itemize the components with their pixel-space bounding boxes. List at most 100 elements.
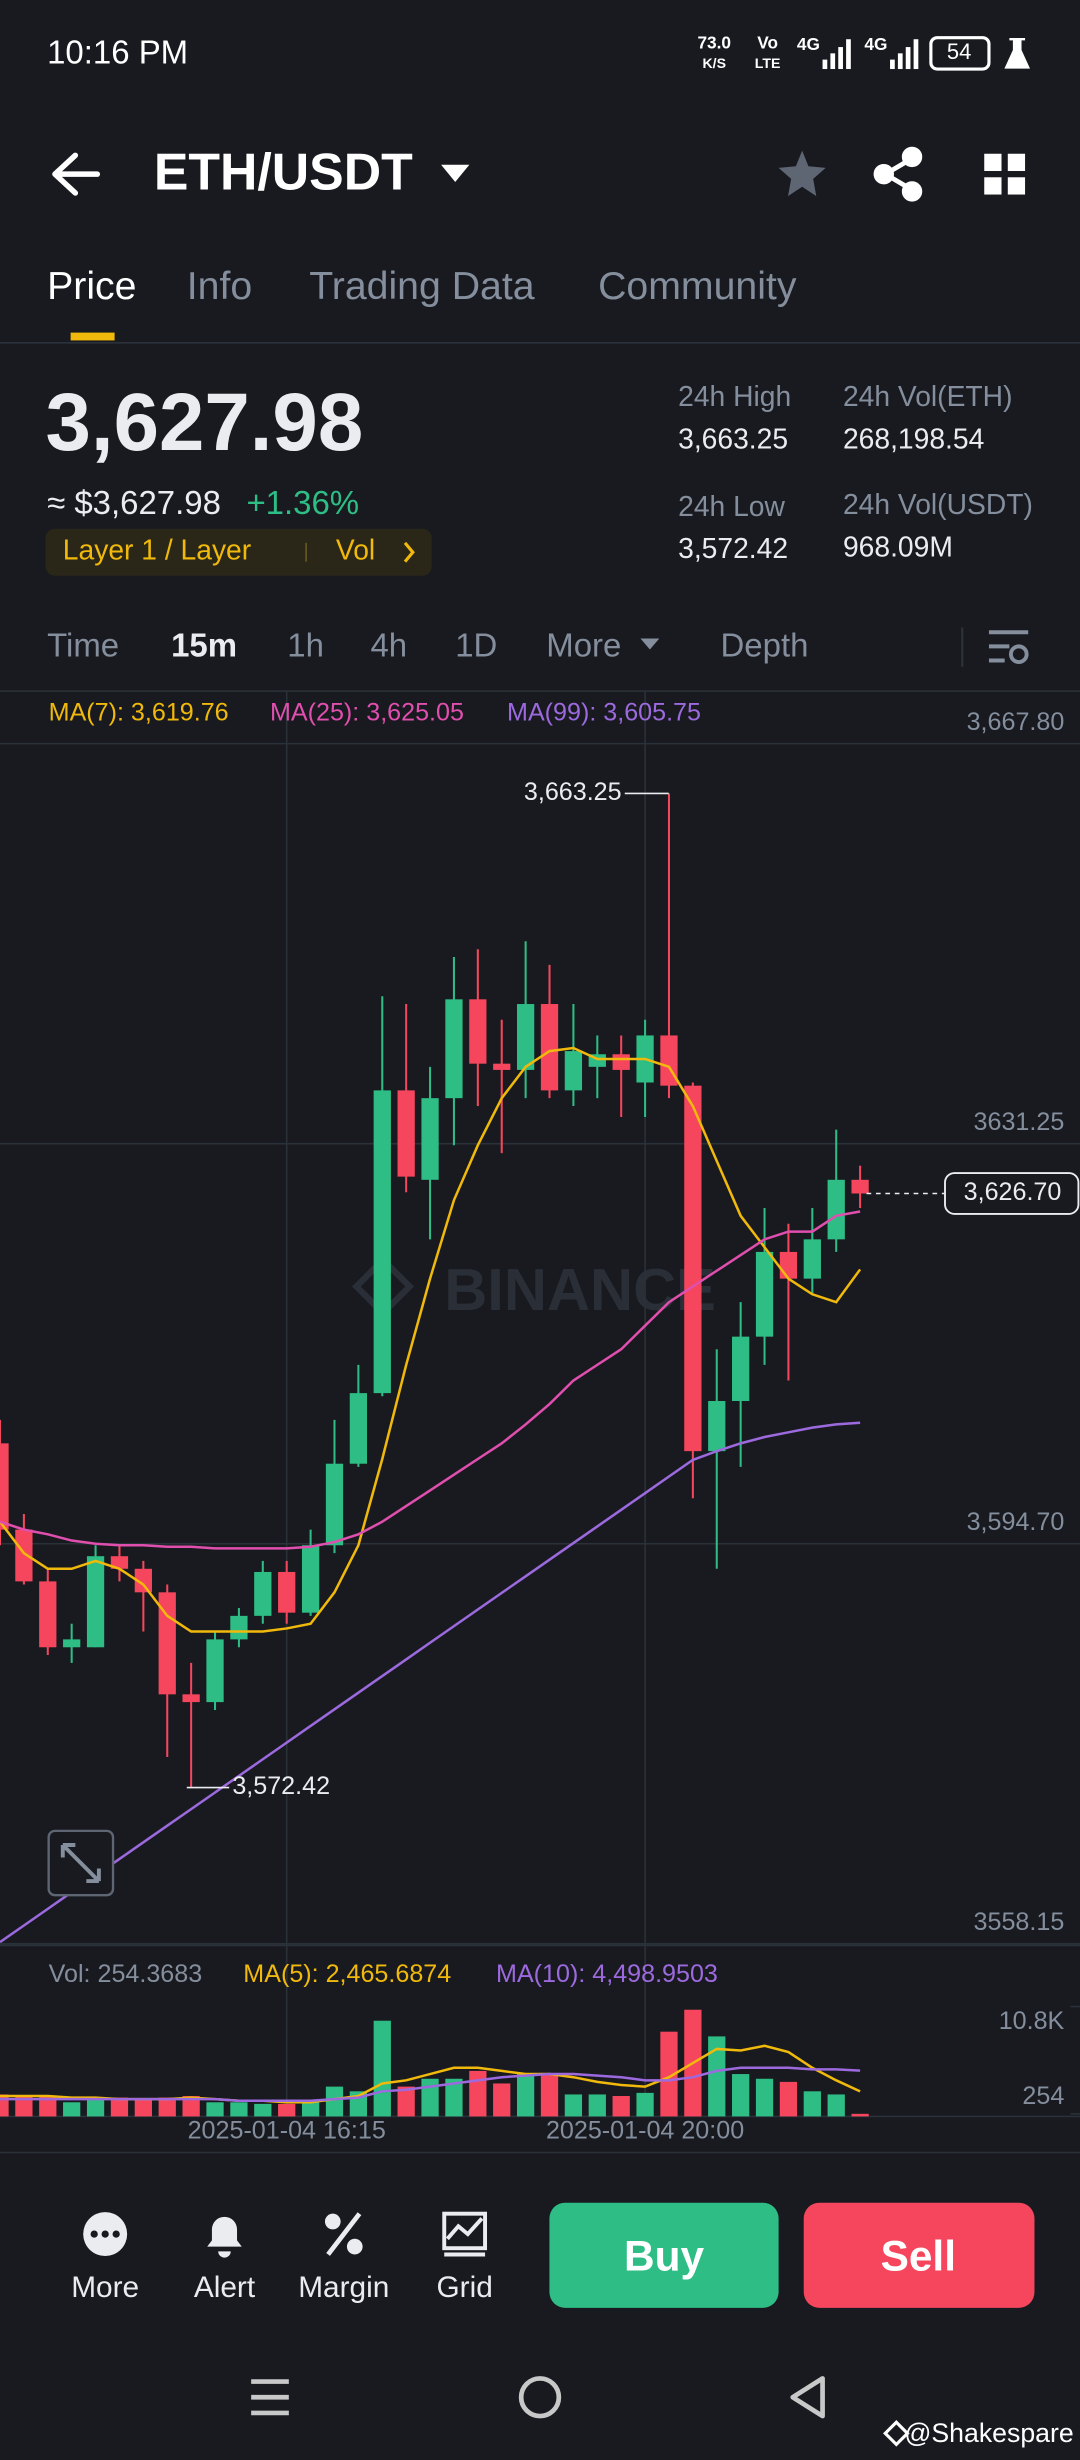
sell-button[interactable]	[803, 2202, 1035, 2308]
legend-entry: MA(10): 4,498.9503	[496, 1960, 718, 1988]
candle-body	[684, 1085, 702, 1452]
ma-line	[0, 1421, 861, 1944]
interval[interactable]: 15m	[171, 627, 237, 664]
interval[interactable]: 1h	[287, 627, 324, 664]
volume-bar	[325, 2086, 344, 2117]
candle-body	[278, 1571, 296, 1613]
candle-body	[0, 1443, 9, 1530]
volume-bar	[421, 2078, 439, 2117]
chart-settings-button[interactable]	[988, 630, 1029, 665]
volume-bar	[158, 2097, 176, 2117]
interval[interactable]: 4h	[370, 627, 407, 664]
interval[interactable]: Depth	[721, 627, 809, 664]
nav-back[interactable]	[790, 2376, 825, 2419]
back-button[interactable]	[52, 152, 101, 196]
candle-body	[110, 1556, 129, 1569]
action-label[interactable]: More	[71, 2271, 139, 2304]
tab[interactable]: Trading Data	[309, 264, 535, 308]
sell-label[interactable]: Sell	[881, 2232, 956, 2279]
tab[interactable]: Info	[187, 264, 252, 308]
candle-body	[134, 1568, 152, 1593]
action-label[interactable]: Alert	[194, 2271, 256, 2304]
action-label[interactable]: Grid	[436, 2271, 492, 2304]
volume-bar	[182, 2096, 200, 2117]
flask-icon	[1004, 38, 1031, 69]
candle-body	[493, 1063, 511, 1070]
buy-label[interactable]: Buy	[624, 2232, 704, 2279]
volume-bar	[469, 2070, 487, 2117]
nav-menu[interactable]	[251, 2379, 289, 2416]
share-button[interactable]	[873, 146, 923, 202]
legend-entry: MA(25): 3,625.05	[270, 698, 464, 726]
alert-icon[interactable]	[207, 2216, 242, 2258]
y-tick-label: 3,594.70	[967, 1508, 1065, 1536]
candle-body	[708, 1401, 726, 1452]
chart-watermark: BINANCE	[444, 1256, 716, 1323]
volume-bar	[851, 2113, 869, 2117]
volume-bar	[86, 2097, 105, 2117]
candle-body	[15, 1529, 33, 1582]
volume-bar	[397, 2086, 415, 2117]
stat-label: 24h Vol(ETH)	[843, 380, 1013, 412]
candle-body	[301, 1545, 320, 1613]
volume-bar	[612, 2096, 630, 2117]
annotation-label: 3,572.42	[232, 1772, 330, 1800]
nav-home[interactable]	[518, 2376, 562, 2419]
volume-bar	[445, 2078, 463, 2117]
more-icon[interactable]	[83, 2212, 128, 2257]
tag[interactable]: Layer 1 / Layer	[63, 534, 251, 566]
more-dropdown[interactable]	[640, 638, 660, 650]
stat-label: 24h Low	[678, 490, 785, 522]
interval[interactable]: 1D	[455, 627, 497, 664]
volume-bar	[301, 2102, 320, 2117]
candle-body	[516, 1004, 535, 1070]
stat-value: 968.09M	[843, 531, 953, 563]
interval[interactable]: Time	[47, 627, 119, 664]
buy-button[interactable]	[549, 2202, 779, 2308]
annotation-label: 3,663.25	[524, 778, 622, 806]
interval[interactable]: More	[546, 627, 621, 664]
tag-box[interactable]	[45, 528, 432, 576]
volume-bar	[206, 2102, 224, 2117]
tag-vol[interactable]: Vol	[336, 534, 375, 566]
candle-body	[564, 1051, 583, 1091]
favorite-button[interactable]	[778, 150, 826, 197]
pair-dropdown[interactable]	[441, 164, 470, 182]
network-type: 4G	[864, 34, 887, 54]
legend-entry: MA(99): 3,605.75	[507, 698, 701, 726]
volume-label: Vol: 254.3683	[49, 1960, 203, 1988]
volume-bar	[708, 2036, 726, 2117]
candle-body	[86, 1556, 105, 1648]
volume-bar	[732, 2074, 750, 2117]
volume-bar	[39, 2096, 57, 2117]
candle-body	[349, 1393, 368, 1464]
volume-bar	[373, 2020, 391, 2117]
candle-body	[182, 1694, 200, 1703]
volume-bar	[803, 2091, 821, 2117]
grid-icon[interactable]	[442, 2211, 488, 2257]
tab[interactable]: Price	[47, 264, 136, 308]
volume-bar	[110, 2097, 129, 2117]
candle-body	[63, 1639, 81, 1648]
stat-value: 268,198.54	[843, 422, 984, 454]
margin-icon[interactable]	[324, 2212, 363, 2256]
volume-bar	[827, 2094, 845, 2117]
candle-body	[325, 1463, 344, 1546]
volume-bar	[0, 2094, 9, 2117]
stat-value: 3,572.42	[678, 532, 788, 564]
tab[interactable]: Community	[598, 264, 797, 308]
pair-title[interactable]: ETH/USDT	[154, 142, 413, 200]
volume-bar	[779, 2081, 798, 2117]
stat-label: 24h Vol(USDT)	[843, 488, 1033, 520]
price-change: +1.36%	[246, 484, 359, 521]
action-label[interactable]: Margin	[298, 2271, 389, 2304]
watermark-logo	[351, 1255, 415, 1318]
candle-body	[779, 1251, 798, 1279]
volume-bar	[15, 2096, 33, 2117]
volume-bar	[134, 2099, 152, 2117]
expand-icon	[60, 1843, 101, 1884]
candle-body	[373, 1090, 391, 1394]
layout-button[interactable]	[984, 153, 1026, 195]
chevron	[403, 541, 415, 563]
